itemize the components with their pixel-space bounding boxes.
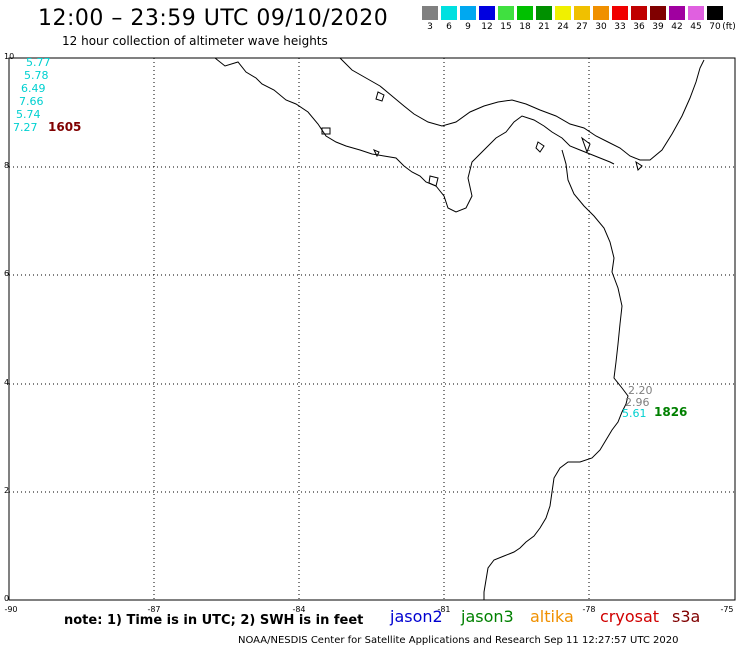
lat-label: 10 — [4, 52, 15, 61]
satellite-cryosat: cryosat — [600, 607, 660, 626]
legend-swatch — [688, 6, 704, 20]
legend-swatch — [441, 6, 457, 20]
lat-label: 2 — [4, 486, 10, 495]
legend-swatch — [517, 6, 533, 20]
legend-label: 15 — [500, 22, 512, 32]
credit-line: NOAA/NESDIS Center for Satellite Applica… — [238, 635, 679, 646]
legend-label: 18 — [519, 22, 531, 32]
legend-label: 36 — [633, 22, 645, 32]
legend-label: 30 — [595, 22, 607, 32]
lat-label: 6 — [4, 269, 10, 278]
lat-label: 4 — [4, 378, 10, 387]
map-frame — [8, 57, 736, 601]
legend-label: 42 — [671, 22, 683, 32]
wave-height-value: 5.78 — [24, 69, 49, 82]
legend-label: 39 — [652, 22, 664, 32]
legend-swatch — [498, 6, 514, 20]
legend-label: 6 — [446, 22, 452, 32]
coastline-central-america — [214, 57, 615, 213]
legend-swatch — [460, 6, 476, 20]
legend-swatch — [707, 6, 723, 20]
satellite-s3a: s3a — [672, 607, 701, 626]
lon-label: -75 — [720, 605, 734, 614]
wave-height-value: 5.74 — [16, 108, 41, 121]
satellite-altika: altika — [530, 607, 574, 626]
satellite-jason3: jason3 — [461, 607, 514, 626]
lon-label: -90 — [4, 605, 18, 614]
legend-swatch — [555, 6, 571, 20]
wave-height-value: 5.77 — [26, 56, 51, 69]
wave-height-value: 7.27 — [13, 121, 38, 134]
legend-label: 21 — [538, 22, 550, 32]
lat-label: 8 — [4, 161, 10, 170]
legend-label: 70 — [709, 22, 721, 32]
legend-swatch — [669, 6, 685, 20]
pass-time-label: 1826 — [654, 405, 688, 419]
legend-label: 12 — [481, 22, 493, 32]
legend-swatch — [650, 6, 666, 20]
lon-label: -81 — [437, 605, 451, 614]
legend-unit: (ft) — [722, 22, 736, 32]
legend-label: 9 — [465, 22, 471, 32]
grid-lines — [9, 58, 735, 600]
legend-label: 24 — [557, 22, 569, 32]
satellite-jason2: jason2 — [390, 607, 443, 626]
legend-swatch — [593, 6, 609, 20]
wave-height-value: 5.61 — [622, 407, 647, 420]
coastline-south-america — [483, 149, 629, 600]
page-title: 12:00 – 23:59 UTC 09/10/2020 — [38, 6, 389, 31]
legend-label: 3 — [427, 22, 433, 32]
coastline-caribbean-side — [339, 57, 705, 161]
legend-swatch — [631, 6, 647, 20]
legend-swatch — [422, 6, 438, 20]
legend-label: 33 — [614, 22, 626, 32]
islands — [321, 91, 643, 187]
footer-note: note: 1) Time is in UTC; 2) SWH is in fe… — [64, 613, 364, 628]
lon-label: -87 — [147, 605, 161, 614]
legend-label: 45 — [690, 22, 702, 32]
wave-height-value: 6.49 — [21, 82, 46, 95]
wave-height-value: 7.66 — [19, 95, 44, 108]
pass-time-label: 1605 — [48, 120, 82, 134]
wave-height-value: 2.20 — [628, 384, 653, 397]
lon-label: -84 — [292, 605, 306, 614]
wave-height-value: 2.96 — [625, 396, 650, 409]
page-subtitle: 12 hour collection of altimeter wave hei… — [62, 34, 328, 48]
legend-label: 27 — [576, 22, 588, 32]
legend-swatch — [574, 6, 590, 20]
legend-swatch — [612, 6, 628, 20]
legend-swatch — [479, 6, 495, 20]
lon-label: -78 — [582, 605, 596, 614]
legend-swatch — [536, 6, 552, 20]
lat-label: 0 — [4, 594, 10, 603]
